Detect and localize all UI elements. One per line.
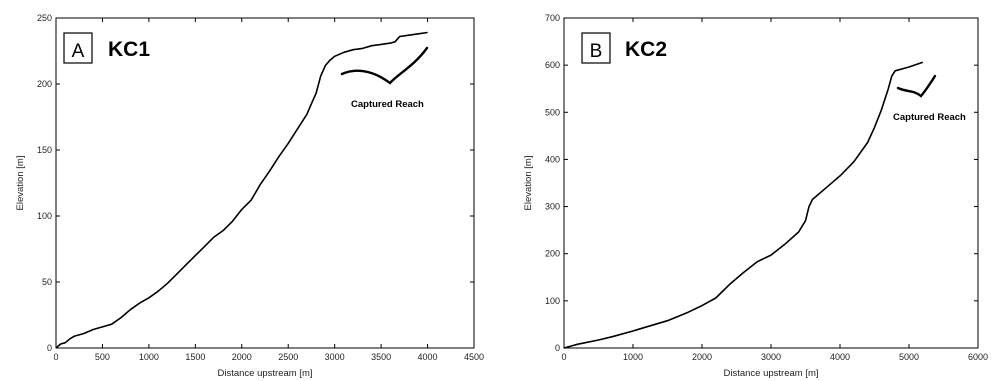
y-tick-label: 400 — [545, 154, 560, 164]
panel-title: KC1 — [108, 38, 150, 61]
y-tick-label: 200 — [37, 79, 52, 89]
elevation-profile-line — [563, 61, 924, 349]
plot-frame — [55, 17, 475, 349]
y-tick-label: 0 — [555, 343, 560, 353]
captured-reach-label: Captured Reach — [351, 99, 424, 110]
panel-letter: B — [590, 41, 603, 62]
x-tick-label: 2500 — [278, 352, 298, 362]
captured-reach-brace — [896, 74, 937, 98]
y-tick-label: 150 — [37, 145, 52, 155]
elevation-profile-line — [55, 31, 428, 349]
captured-reach-label: Captured Reach — [893, 112, 966, 123]
x-tick-label: 1500 — [185, 352, 205, 362]
y-tick-label: 200 — [545, 249, 560, 259]
y-tick-label: 100 — [37, 211, 52, 221]
y-tick-label: 500 — [545, 107, 560, 117]
x-tick-label: 4500 — [464, 352, 484, 362]
x-tick-label: 3000 — [325, 352, 345, 362]
y-tick-label: 700 — [545, 13, 560, 23]
y-tick-label: 600 — [545, 60, 560, 70]
panel-title: KC2 — [625, 38, 667, 61]
y-axis-label: Elevation [m] — [523, 156, 534, 211]
y-tick-label: 300 — [545, 202, 560, 212]
x-tick-label: 4000 — [418, 352, 438, 362]
x-tick-label: 0 — [561, 352, 566, 362]
x-axis-label: Distance upstream [m] — [723, 368, 818, 379]
chart-panel-b: 0 1000 2000 3000 4000 5000 6000 0 100 200 300 400 50… — [523, 13, 988, 379]
x-tick-label: 3500 — [371, 352, 391, 362]
y-tick-label: 100 — [545, 296, 560, 306]
captured-reach-brace — [340, 46, 429, 85]
panel-label-box — [581, 32, 611, 64]
x-tick-label: 1000 — [139, 352, 159, 362]
x-tick-label: 4000 — [830, 352, 850, 362]
panel-label-box — [63, 32, 93, 64]
y-tick-label: 0 — [47, 343, 52, 353]
x-tick-label: 1000 — [623, 352, 643, 362]
y-tick-label: 50 — [42, 277, 52, 287]
panel-letter: A — [72, 41, 85, 62]
x-axis-label: Distance upstream [m] — [217, 368, 312, 379]
x-tick-label: 6000 — [968, 352, 988, 362]
x-tick-label: 3000 — [761, 352, 781, 362]
x-tick-label: 2000 — [232, 352, 252, 362]
plot-frame — [563, 17, 979, 349]
y-axis-label: Elevation [m] — [15, 156, 26, 211]
x-tick-label: 0 — [53, 352, 58, 362]
x-tick-label: 5000 — [899, 352, 919, 362]
y-tick-label: 250 — [37, 13, 52, 23]
x-tick-label: 2000 — [692, 352, 712, 362]
chart-panel-a: 0 500 1000 1500 2000 2500 3000 3500 4000 4500 0 50 1… — [15, 13, 484, 379]
x-tick-label: 500 — [95, 352, 110, 362]
